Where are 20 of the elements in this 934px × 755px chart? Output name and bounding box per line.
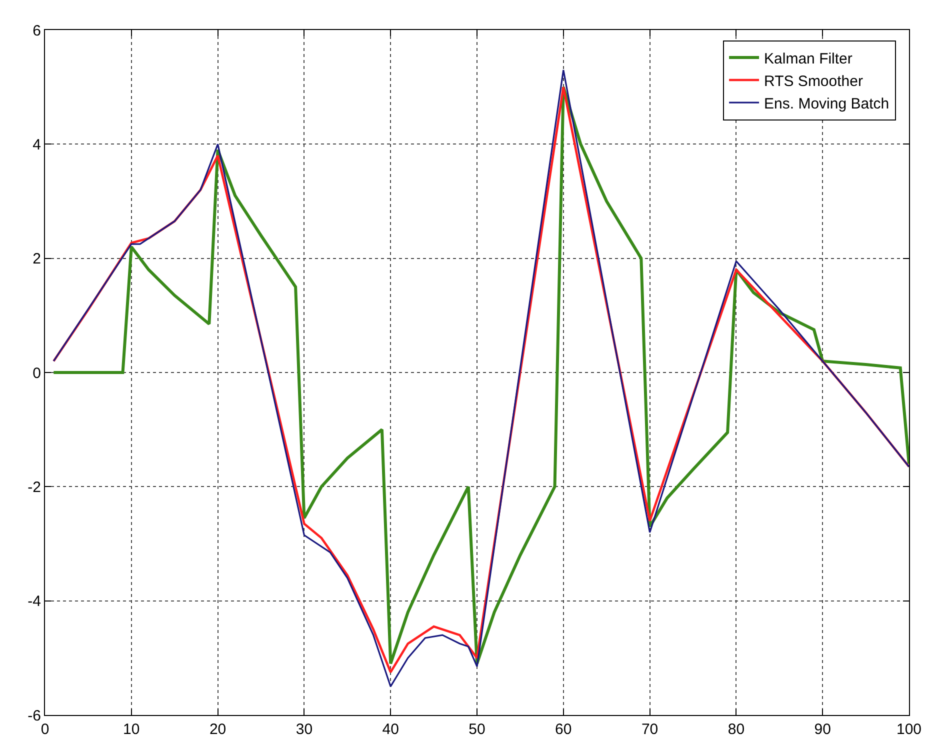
y-tick-label: 2 [32,250,41,268]
y-tick-label: -6 [28,707,41,724]
y-tick-label: 6 [32,22,41,40]
x-tick-label: 10 [123,721,140,738]
x-tick-label: 80 [728,721,745,738]
x-tick-label: 20 [209,721,226,738]
x-tick-label: 50 [468,721,486,738]
x-tick-label: 60 [555,721,572,738]
legend-label: Kalman Filter [764,50,852,68]
x-tick-label: 30 [296,721,313,738]
y-tick-label: 0 [32,364,41,382]
y-tick-label: -4 [28,593,41,610]
legend-label: RTS Smoother [764,72,863,90]
y-tick-label: 4 [32,136,41,154]
x-tick-label: 90 [814,721,831,738]
legend-label: Ens. Moving Batch [764,95,890,112]
x-tick-label: 70 [641,721,658,738]
y-tick-label: -2 [28,478,41,496]
x-tick-label: 40 [382,721,399,738]
x-tick-label: 100 [896,721,922,738]
